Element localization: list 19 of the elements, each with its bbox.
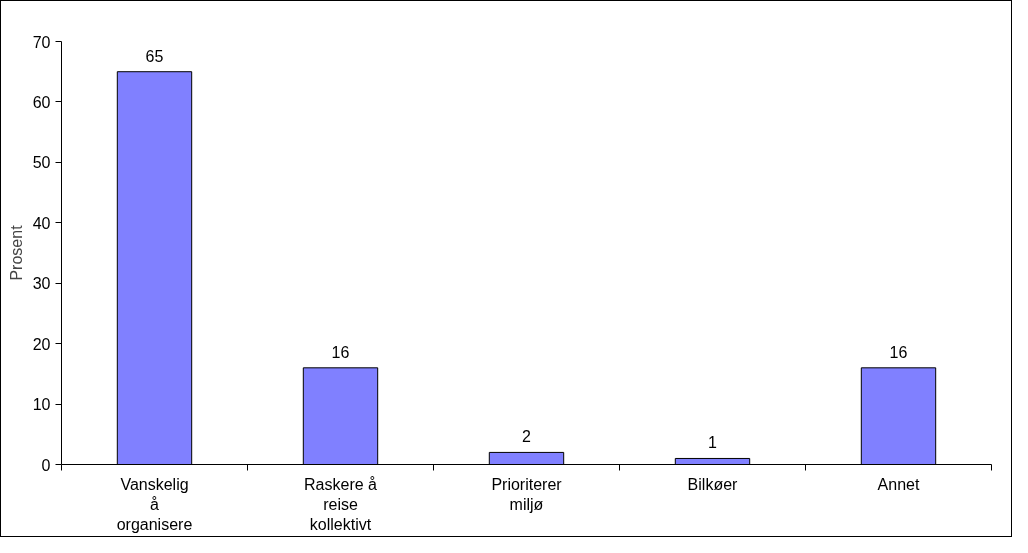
data-label: 16 — [889, 343, 908, 361]
data-label: 65 — [145, 47, 164, 65]
y-tick-label: 10 — [32, 396, 51, 414]
y-tick-label: 20 — [32, 335, 51, 353]
y-tick-label: 30 — [32, 275, 51, 293]
data-label: 2 — [522, 428, 532, 446]
x-tick-label: Vanskelig å organisere — [116, 475, 193, 534]
data-label: 16 — [331, 343, 350, 361]
x-tick-label: Prioriterer miljø — [491, 475, 563, 513]
y-tick-label: 70 — [32, 33, 51, 51]
y-tick-label: 50 — [32, 154, 51, 172]
x-tick-label: Bilkøer — [687, 475, 739, 493]
x-tick-label: Raskere å reise kollektivt — [304, 475, 378, 534]
data-label: 1 — [708, 434, 718, 452]
x-tick-label: Annet — [877, 475, 920, 493]
y-tick-label: 0 — [41, 456, 51, 474]
y-tick-label: 60 — [32, 93, 51, 111]
y-tick-label: 40 — [32, 214, 51, 232]
y-axis-title: Prosent — [7, 224, 25, 281]
